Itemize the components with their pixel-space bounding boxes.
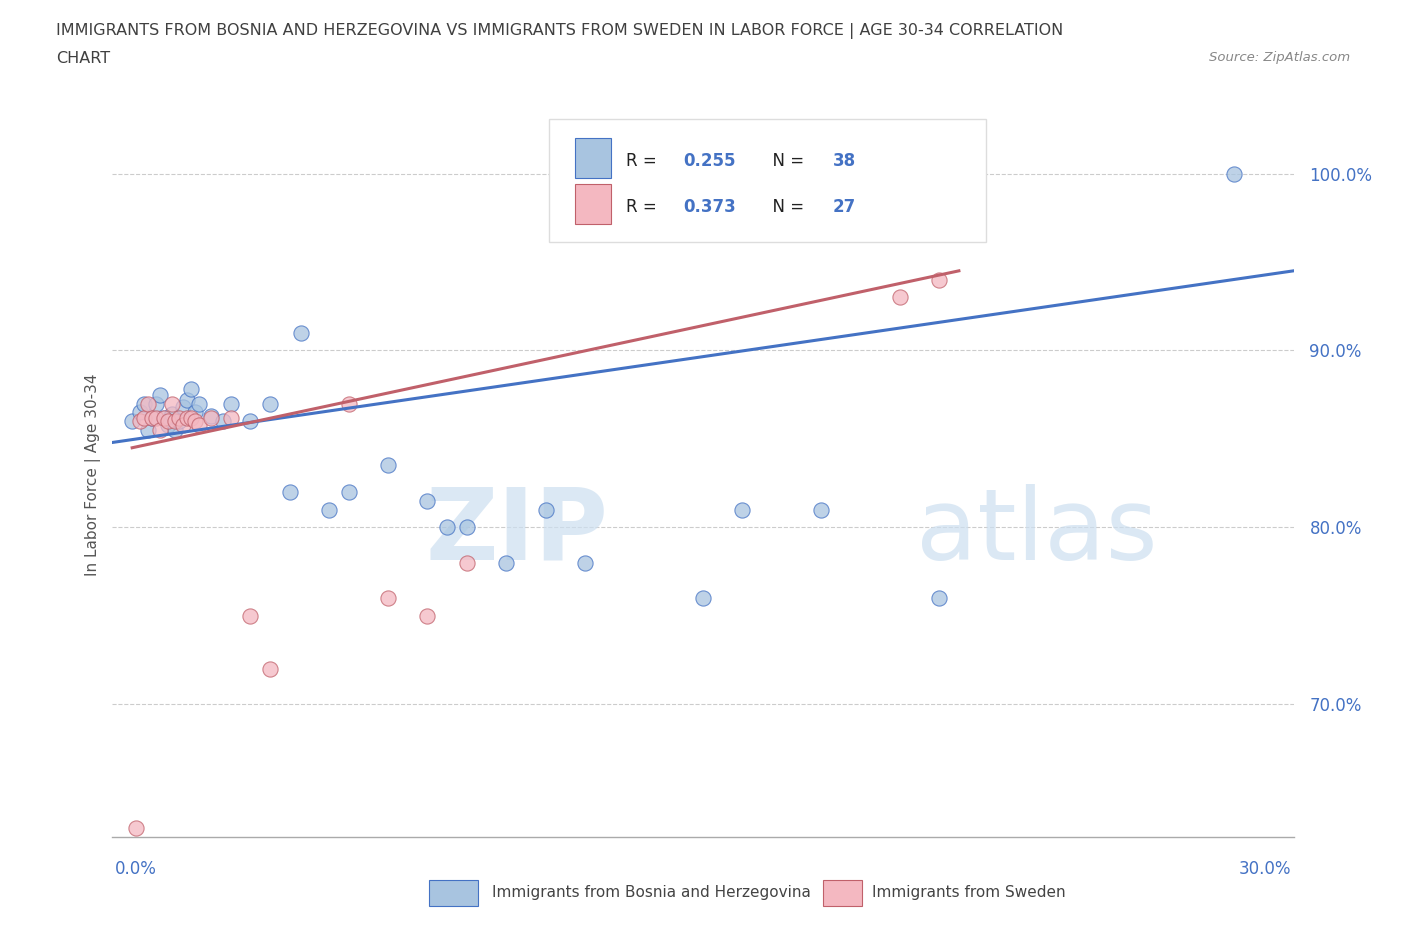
Point [165, 422, 187, 437]
Point [129, 414, 152, 429]
Point [889, 290, 911, 305]
Point [456, 520, 478, 535]
Text: N =: N = [762, 152, 810, 170]
Text: Immigrants from Sweden: Immigrants from Sweden [872, 885, 1066, 900]
Point [574, 555, 596, 570]
Text: N =: N = [762, 198, 810, 217]
Point [239, 414, 262, 429]
Text: IMMIGRANTS FROM BOSNIA AND HERZEGOVINA VS IMMIGRANTS FROM SWEDEN IN LABOR FORCE : IMMIGRANTS FROM BOSNIA AND HERZEGOVINA V… [56, 23, 1063, 39]
Point [259, 396, 281, 411]
Point [534, 502, 557, 517]
Point [156, 418, 179, 432]
Point [810, 502, 832, 517]
Point [136, 396, 159, 411]
Point [318, 502, 340, 517]
Point [141, 410, 163, 425]
Point [200, 408, 222, 423]
Point [416, 494, 439, 509]
Point [436, 520, 458, 535]
Text: 27: 27 [832, 198, 856, 217]
Text: 0.0%: 0.0% [115, 860, 157, 878]
Point [239, 608, 262, 623]
Point [219, 410, 242, 425]
Point [200, 410, 222, 425]
Point [416, 608, 439, 623]
FancyBboxPatch shape [550, 119, 987, 242]
Point [180, 410, 202, 425]
Point [180, 382, 202, 397]
Point [160, 406, 183, 421]
Point [337, 485, 360, 499]
Point [184, 414, 207, 429]
Point [290, 326, 312, 340]
Point [121, 414, 143, 429]
Point [184, 405, 207, 419]
Point [377, 591, 399, 605]
Point [149, 387, 172, 402]
Point [125, 820, 148, 835]
Point [211, 414, 233, 429]
Bar [575, 139, 610, 179]
Point [160, 396, 183, 411]
Point [156, 414, 179, 429]
Text: 0.373: 0.373 [683, 198, 735, 217]
Bar [575, 184, 610, 224]
Text: R =: R = [626, 198, 662, 217]
Point [165, 414, 187, 429]
Text: R =: R = [626, 152, 662, 170]
Point [152, 410, 174, 425]
Text: 38: 38 [832, 152, 856, 170]
Point [1223, 166, 1246, 181]
Point [188, 418, 211, 432]
Point [337, 396, 360, 411]
Point [172, 418, 194, 432]
Point [176, 410, 198, 425]
Point [259, 661, 281, 676]
Text: 30.0%: 30.0% [1239, 860, 1291, 878]
Point [152, 410, 174, 425]
Point [928, 591, 950, 605]
Point [141, 410, 163, 425]
Point [169, 414, 191, 429]
Text: ZIP: ZIP [426, 484, 609, 581]
Point [219, 396, 242, 411]
Point [149, 422, 172, 437]
Point [145, 396, 167, 411]
Point [129, 405, 152, 419]
Point [172, 400, 194, 415]
Point [176, 392, 198, 407]
Point [132, 396, 155, 411]
Point [495, 555, 517, 570]
Point [692, 591, 714, 605]
Y-axis label: In Labor Force | Age 30-34: In Labor Force | Age 30-34 [86, 373, 101, 576]
Text: Source: ZipAtlas.com: Source: ZipAtlas.com [1209, 51, 1350, 64]
Point [731, 502, 754, 517]
Point [928, 272, 950, 287]
Point [278, 485, 301, 499]
Point [169, 410, 191, 425]
Point [377, 458, 399, 472]
Point [136, 422, 159, 437]
Point [145, 410, 167, 425]
Text: 0.255: 0.255 [683, 152, 735, 170]
Text: CHART: CHART [56, 51, 110, 66]
Point [188, 396, 211, 411]
Point [132, 410, 155, 425]
Text: atlas: atlas [915, 484, 1157, 581]
Point [456, 555, 478, 570]
Text: Immigrants from Bosnia and Herzegovina: Immigrants from Bosnia and Herzegovina [492, 885, 811, 900]
